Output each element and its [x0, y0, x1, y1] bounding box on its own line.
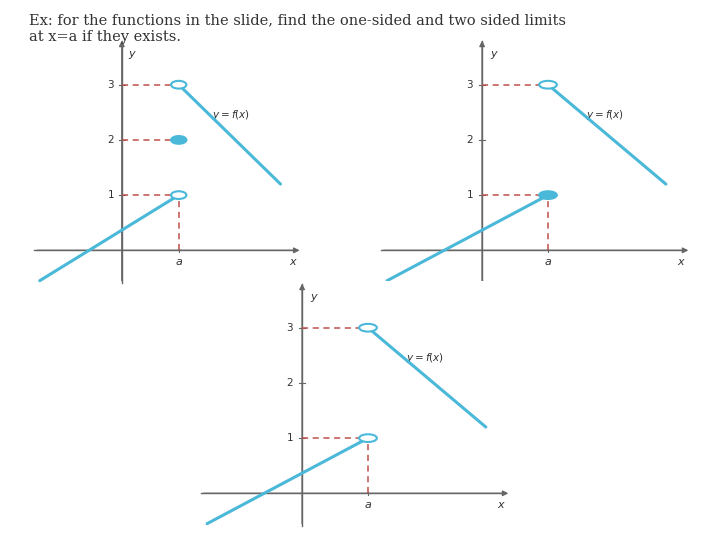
- Text: 3: 3: [467, 80, 473, 90]
- Circle shape: [359, 434, 377, 442]
- Circle shape: [539, 81, 557, 89]
- Text: $x$: $x$: [289, 257, 298, 267]
- Text: $y = f(x)$: $y = f(x)$: [586, 108, 624, 122]
- Text: $y = f(x)$: $y = f(x)$: [406, 351, 444, 365]
- Text: 2: 2: [287, 378, 293, 388]
- Circle shape: [171, 136, 186, 144]
- Text: 2: 2: [107, 135, 114, 145]
- Text: 1: 1: [287, 433, 293, 443]
- Text: $x$: $x$: [497, 500, 505, 510]
- Text: $y$: $y$: [310, 292, 319, 304]
- Text: $a$: $a$: [364, 500, 372, 510]
- Text: 2: 2: [467, 135, 473, 145]
- Text: 1: 1: [467, 190, 473, 200]
- Circle shape: [171, 191, 186, 199]
- Circle shape: [171, 81, 186, 89]
- Text: 1: 1: [107, 190, 114, 200]
- Text: 3: 3: [107, 80, 114, 90]
- Circle shape: [539, 191, 557, 199]
- Text: $y$: $y$: [490, 49, 499, 61]
- Circle shape: [359, 324, 377, 332]
- Text: 3: 3: [287, 323, 293, 333]
- Text: $y$: $y$: [128, 49, 138, 61]
- Text: $a$: $a$: [544, 257, 552, 267]
- Text: $y = f(x)$: $y = f(x)$: [212, 108, 250, 122]
- Text: $a$: $a$: [175, 257, 183, 267]
- Text: Ex: for the functions in the slide, find the one-sided and two sided limits
at x: Ex: for the functions in the slide, find…: [29, 14, 566, 44]
- Text: $x$: $x$: [677, 257, 685, 267]
